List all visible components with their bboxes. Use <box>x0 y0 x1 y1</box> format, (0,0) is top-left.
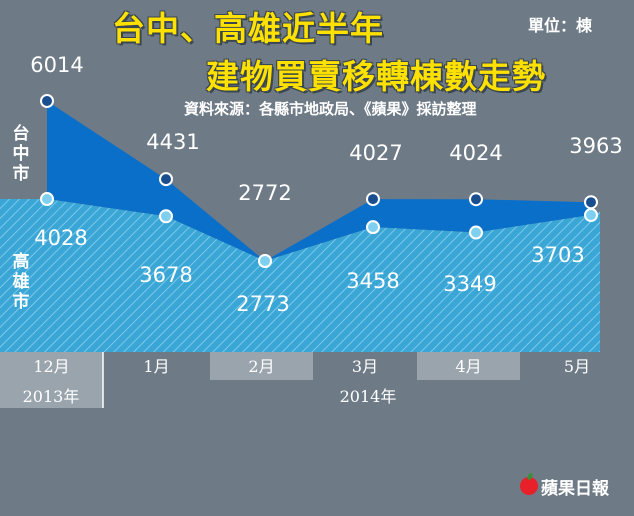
month-band <box>103 352 210 380</box>
kaohsiung-point <box>258 253 272 268</box>
kaohsiung-point <box>366 220 380 235</box>
kaohsiung-value-label: 3458 <box>346 269 399 293</box>
month-axis: 12月 1月 2月 3月 4月 5月 2013年 2014年 <box>0 352 634 408</box>
taichung-point <box>159 172 173 187</box>
unit-label: 單位：棟 <box>528 16 593 35</box>
month-band <box>0 352 103 380</box>
publisher-logo: 蘋果日報 <box>520 474 609 499</box>
taichung-value-label: 4431 <box>146 130 199 154</box>
taichung-point <box>584 195 598 210</box>
apple-icon <box>520 477 538 495</box>
year-label: 2014年 <box>340 387 397 406</box>
value-labels: 6014 4431 2772 4027 4024 3963 4028 3678 2773 3458… <box>30 53 622 316</box>
month-tick-label: 1月 <box>143 357 169 376</box>
kaohsiung-point <box>159 209 173 224</box>
month-tick-label: 2月 <box>248 357 274 376</box>
source-note: 資料來源：各縣市地政局、《蘋果》採訪整理 <box>184 100 477 118</box>
taichung-value-label: 4024 <box>449 141 502 165</box>
month-band <box>313 352 417 380</box>
kaohsiung-point <box>584 208 598 223</box>
chart-title-line2: 建物買賣移轉棟數走勢 <box>206 57 546 96</box>
taichung-point <box>366 192 380 207</box>
year-label: 2013年 <box>23 387 80 406</box>
month-tick-label: 5月 <box>564 357 590 376</box>
kaohsiung-value-label: 3349 <box>443 272 496 296</box>
kaohsiung-value-label: 4028 <box>34 226 87 250</box>
data-points <box>40 94 598 268</box>
month-tick-label: 12月 <box>33 357 69 376</box>
month-tick-label: 3月 <box>352 357 378 376</box>
month-band <box>520 352 634 380</box>
kaohsiung-point <box>469 225 483 240</box>
kaohsiung-value-label: 2773 <box>236 292 289 316</box>
month-band <box>210 352 313 380</box>
taichung-area <box>47 101 591 261</box>
kaohsiung-point <box>40 192 54 207</box>
taichung-value-label: 2772 <box>238 181 291 205</box>
year-band-2013 <box>0 380 103 408</box>
kaohsiung-area <box>0 199 600 352</box>
kaohsiung-value-label: 3678 <box>139 263 192 287</box>
taichung-point <box>40 94 54 108</box>
series-label-kaohsiung: 高雄市 <box>12 252 30 312</box>
taichung-value-label: 4027 <box>349 141 402 165</box>
chart-title-line1: 台中、高雄近半年 <box>112 9 384 48</box>
taichung-point <box>469 192 483 207</box>
taichung-value-label: 6014 <box>30 53 83 77</box>
month-band <box>417 352 520 380</box>
month-tick-label: 4月 <box>455 357 481 376</box>
publisher-logo-text: 蘋果日報 <box>541 478 609 499</box>
kaohsiung-value-label: 3703 <box>531 243 584 267</box>
taichung-value-label: 3963 <box>569 134 622 158</box>
series-label-taichung: 台中市 <box>12 124 30 184</box>
